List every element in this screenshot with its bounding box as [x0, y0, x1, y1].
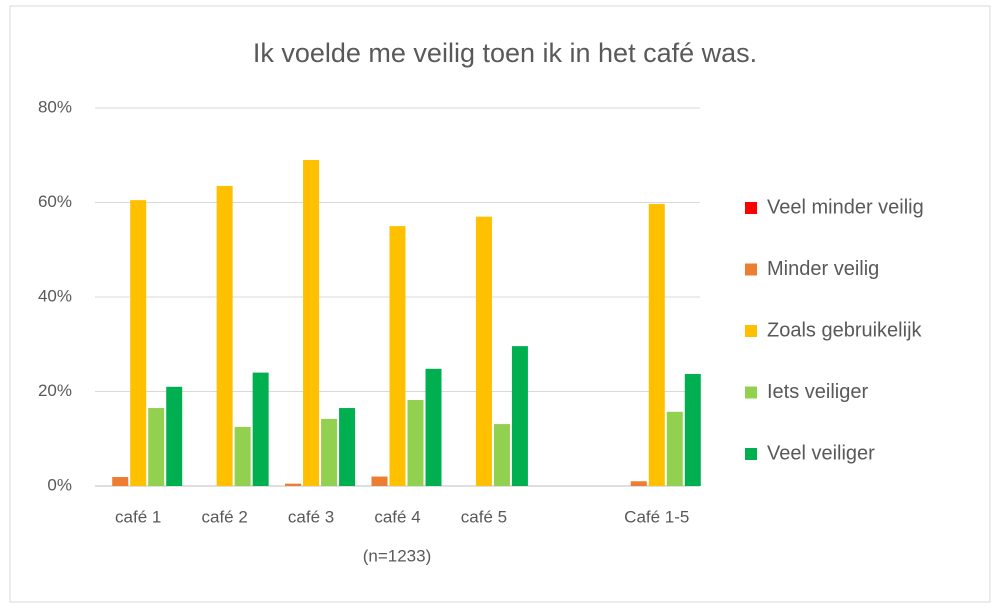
- x-axis-label: (n=1233): [363, 546, 432, 565]
- bar: [630, 481, 647, 486]
- bar: [285, 483, 302, 486]
- legend-label: Veel veiliger: [767, 442, 875, 464]
- bar: [216, 185, 233, 486]
- bar: [684, 374, 701, 486]
- bar: [425, 368, 442, 486]
- bar: [112, 477, 129, 486]
- y-tick-label: 20%: [38, 381, 72, 400]
- x-tick-label: café 5: [461, 507, 507, 526]
- bar: [648, 203, 665, 487]
- y-tick-label: 40%: [38, 286, 72, 305]
- bar: [475, 216, 492, 487]
- y-tick-label: 0%: [47, 475, 72, 494]
- bar: [252, 372, 269, 486]
- x-tick-label: Café 1-5: [624, 507, 689, 526]
- y-tick-label: 60%: [38, 192, 72, 211]
- legend-label: Zoals gebruikelijk: [767, 319, 923, 341]
- bar: [166, 386, 183, 486]
- legend-label: Veel minder veilig: [767, 196, 924, 218]
- legend-swatch: [745, 325, 757, 337]
- legend-swatch: [745, 448, 757, 460]
- x-tick-label: café 4: [374, 507, 420, 526]
- y-tick-label: 80%: [38, 97, 72, 116]
- bar: [493, 424, 510, 486]
- bar: [148, 408, 165, 486]
- legend-swatch: [745, 386, 757, 399]
- bar: [234, 426, 251, 486]
- bar: [666, 411, 683, 486]
- bar: [407, 400, 424, 486]
- bar: [130, 200, 147, 486]
- x-tick-label: café 1: [115, 507, 161, 526]
- bar: [371, 476, 388, 486]
- x-tick-label: café 3: [288, 507, 334, 526]
- legend-label: Minder veilig: [767, 258, 879, 280]
- legend-swatch: [745, 263, 757, 276]
- x-tick-label: café 2: [201, 507, 247, 526]
- legend-swatch: [745, 202, 757, 214]
- chart-border: [9, 5, 991, 603]
- legend-label: Iets veiliger: [767, 381, 868, 403]
- bar: [321, 418, 338, 486]
- bar: [339, 408, 356, 486]
- bar: [303, 159, 320, 486]
- bar: [389, 226, 406, 486]
- bar: [511, 346, 528, 486]
- chart-title: Ik voelde me veilig toen ik in het café …: [253, 38, 757, 68]
